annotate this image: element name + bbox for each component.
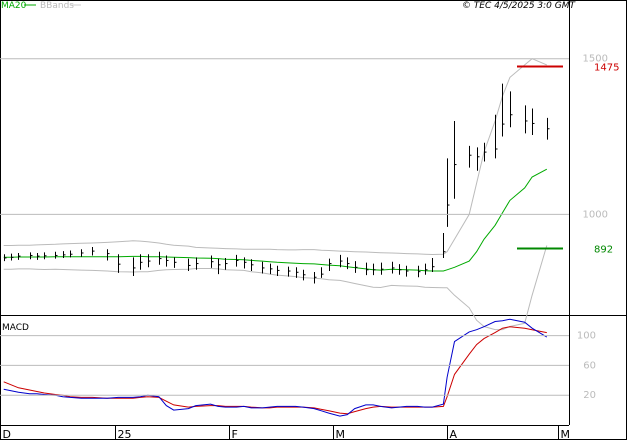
ohlc-bar: [174, 257, 177, 268]
ohlc-bar: [321, 267, 324, 278]
support-level-label: 892: [594, 245, 613, 256]
month-label: A: [450, 428, 458, 440]
ohlc-bar: [469, 145, 472, 168]
ohlc-bar: [81, 249, 84, 257]
ohlc-bar: [447, 158, 450, 227]
ohlc-bar: [288, 266, 291, 277]
ohlc-bar: [196, 257, 199, 270]
ohlc-bar: [392, 261, 395, 274]
ohlc-bar: [30, 252, 33, 260]
ohlc-bar: [355, 261, 358, 273]
month-label: F: [232, 428, 238, 440]
month-label: 25: [118, 428, 132, 440]
copyright-credit: © TEC 4/5/2025 3:0 GMT: [462, 1, 577, 11]
ohlc-bar: [148, 254, 151, 268]
macd-line: [3, 318, 548, 417]
ohlc-bar: [166, 255, 169, 267]
ohlc-bar: [502, 83, 505, 137]
ohlc-bar: [406, 265, 409, 277]
macd-tick-label: 60: [583, 360, 596, 371]
ohlc-bar: [159, 251, 162, 265]
ohlc-bar: [373, 263, 376, 276]
ohlc-bar: [296, 267, 299, 278]
ohlc-bar: [303, 269, 306, 281]
ohlc-bar: [218, 258, 221, 275]
macd-tick-label: 20: [583, 390, 596, 401]
bband-upper-line: [3, 58, 547, 256]
ohlc-bar: [432, 257, 435, 272]
ohlc-bar: [418, 265, 421, 278]
month-label: M: [561, 428, 571, 440]
ohlc-bar: [477, 147, 480, 171]
ohlc-bar: [532, 108, 535, 135]
ohlc-bar: [454, 120, 457, 199]
ohlc-bar: [11, 253, 14, 261]
ohlc-bar: [547, 117, 550, 140]
ohlc-bar: [314, 271, 317, 284]
ohlc-bar: [251, 259, 254, 272]
ohlc-bar: [44, 252, 47, 260]
ohlc-bar: [118, 254, 121, 273]
month-label: M: [336, 428, 346, 440]
ohlc-bar: [277, 265, 280, 277]
macd-tick-label: 100: [577, 331, 596, 342]
ma20-line: [3, 168, 548, 272]
price-tick-label: 1500: [583, 54, 608, 65]
ma20-legend-label: MA20: [1, 1, 27, 11]
ohlc-bar: [4, 254, 7, 262]
ohlc-bar: [510, 91, 513, 128]
ohlc-bar: [340, 254, 343, 268]
ohlc-bar: [399, 264, 402, 275]
ohlc-bar: [366, 262, 369, 276]
bband-lower-line: [3, 245, 548, 331]
macd-signal-line: [3, 326, 547, 415]
resistance-level-label: 1475: [594, 63, 619, 74]
ohlc-bar: [211, 255, 214, 268]
macd-panel-title: MACD: [2, 323, 29, 333]
ohlc-bar: [443, 233, 446, 258]
ohlc-bar: [484, 142, 487, 162]
ohlc-bar: [107, 249, 110, 261]
ohlc-bar: [244, 257, 247, 269]
ohlc-bar: [18, 252, 21, 260]
ohlc-bar: [236, 254, 239, 267]
ohlc-bar: [92, 247, 95, 256]
ohlc-bar: [525, 105, 528, 134]
ohlc-bar: [381, 262, 384, 275]
month-label: D: [3, 428, 11, 440]
ohlc-bar: [270, 263, 273, 275]
ohlc-bar: [140, 254, 143, 270]
ohlc-bar: [63, 251, 66, 258]
ohlc-bar: [262, 261, 265, 274]
ohlc-bar: [37, 252, 40, 260]
ohlc-bar: [347, 257, 350, 270]
bbands-legend-label: BBands: [40, 1, 74, 11]
ohlc-bar: [329, 258, 332, 272]
price-tick-label: 1000: [583, 209, 608, 220]
ohlc-bar: [225, 257, 228, 270]
ohlc-bar: [133, 257, 136, 277]
ohlc-bar: [70, 250, 73, 258]
ohlc-bar: [495, 114, 498, 159]
ohlc-bar: [55, 251, 58, 259]
ohlc-bar: [188, 258, 191, 272]
ohlc-bar: [425, 263, 428, 275]
